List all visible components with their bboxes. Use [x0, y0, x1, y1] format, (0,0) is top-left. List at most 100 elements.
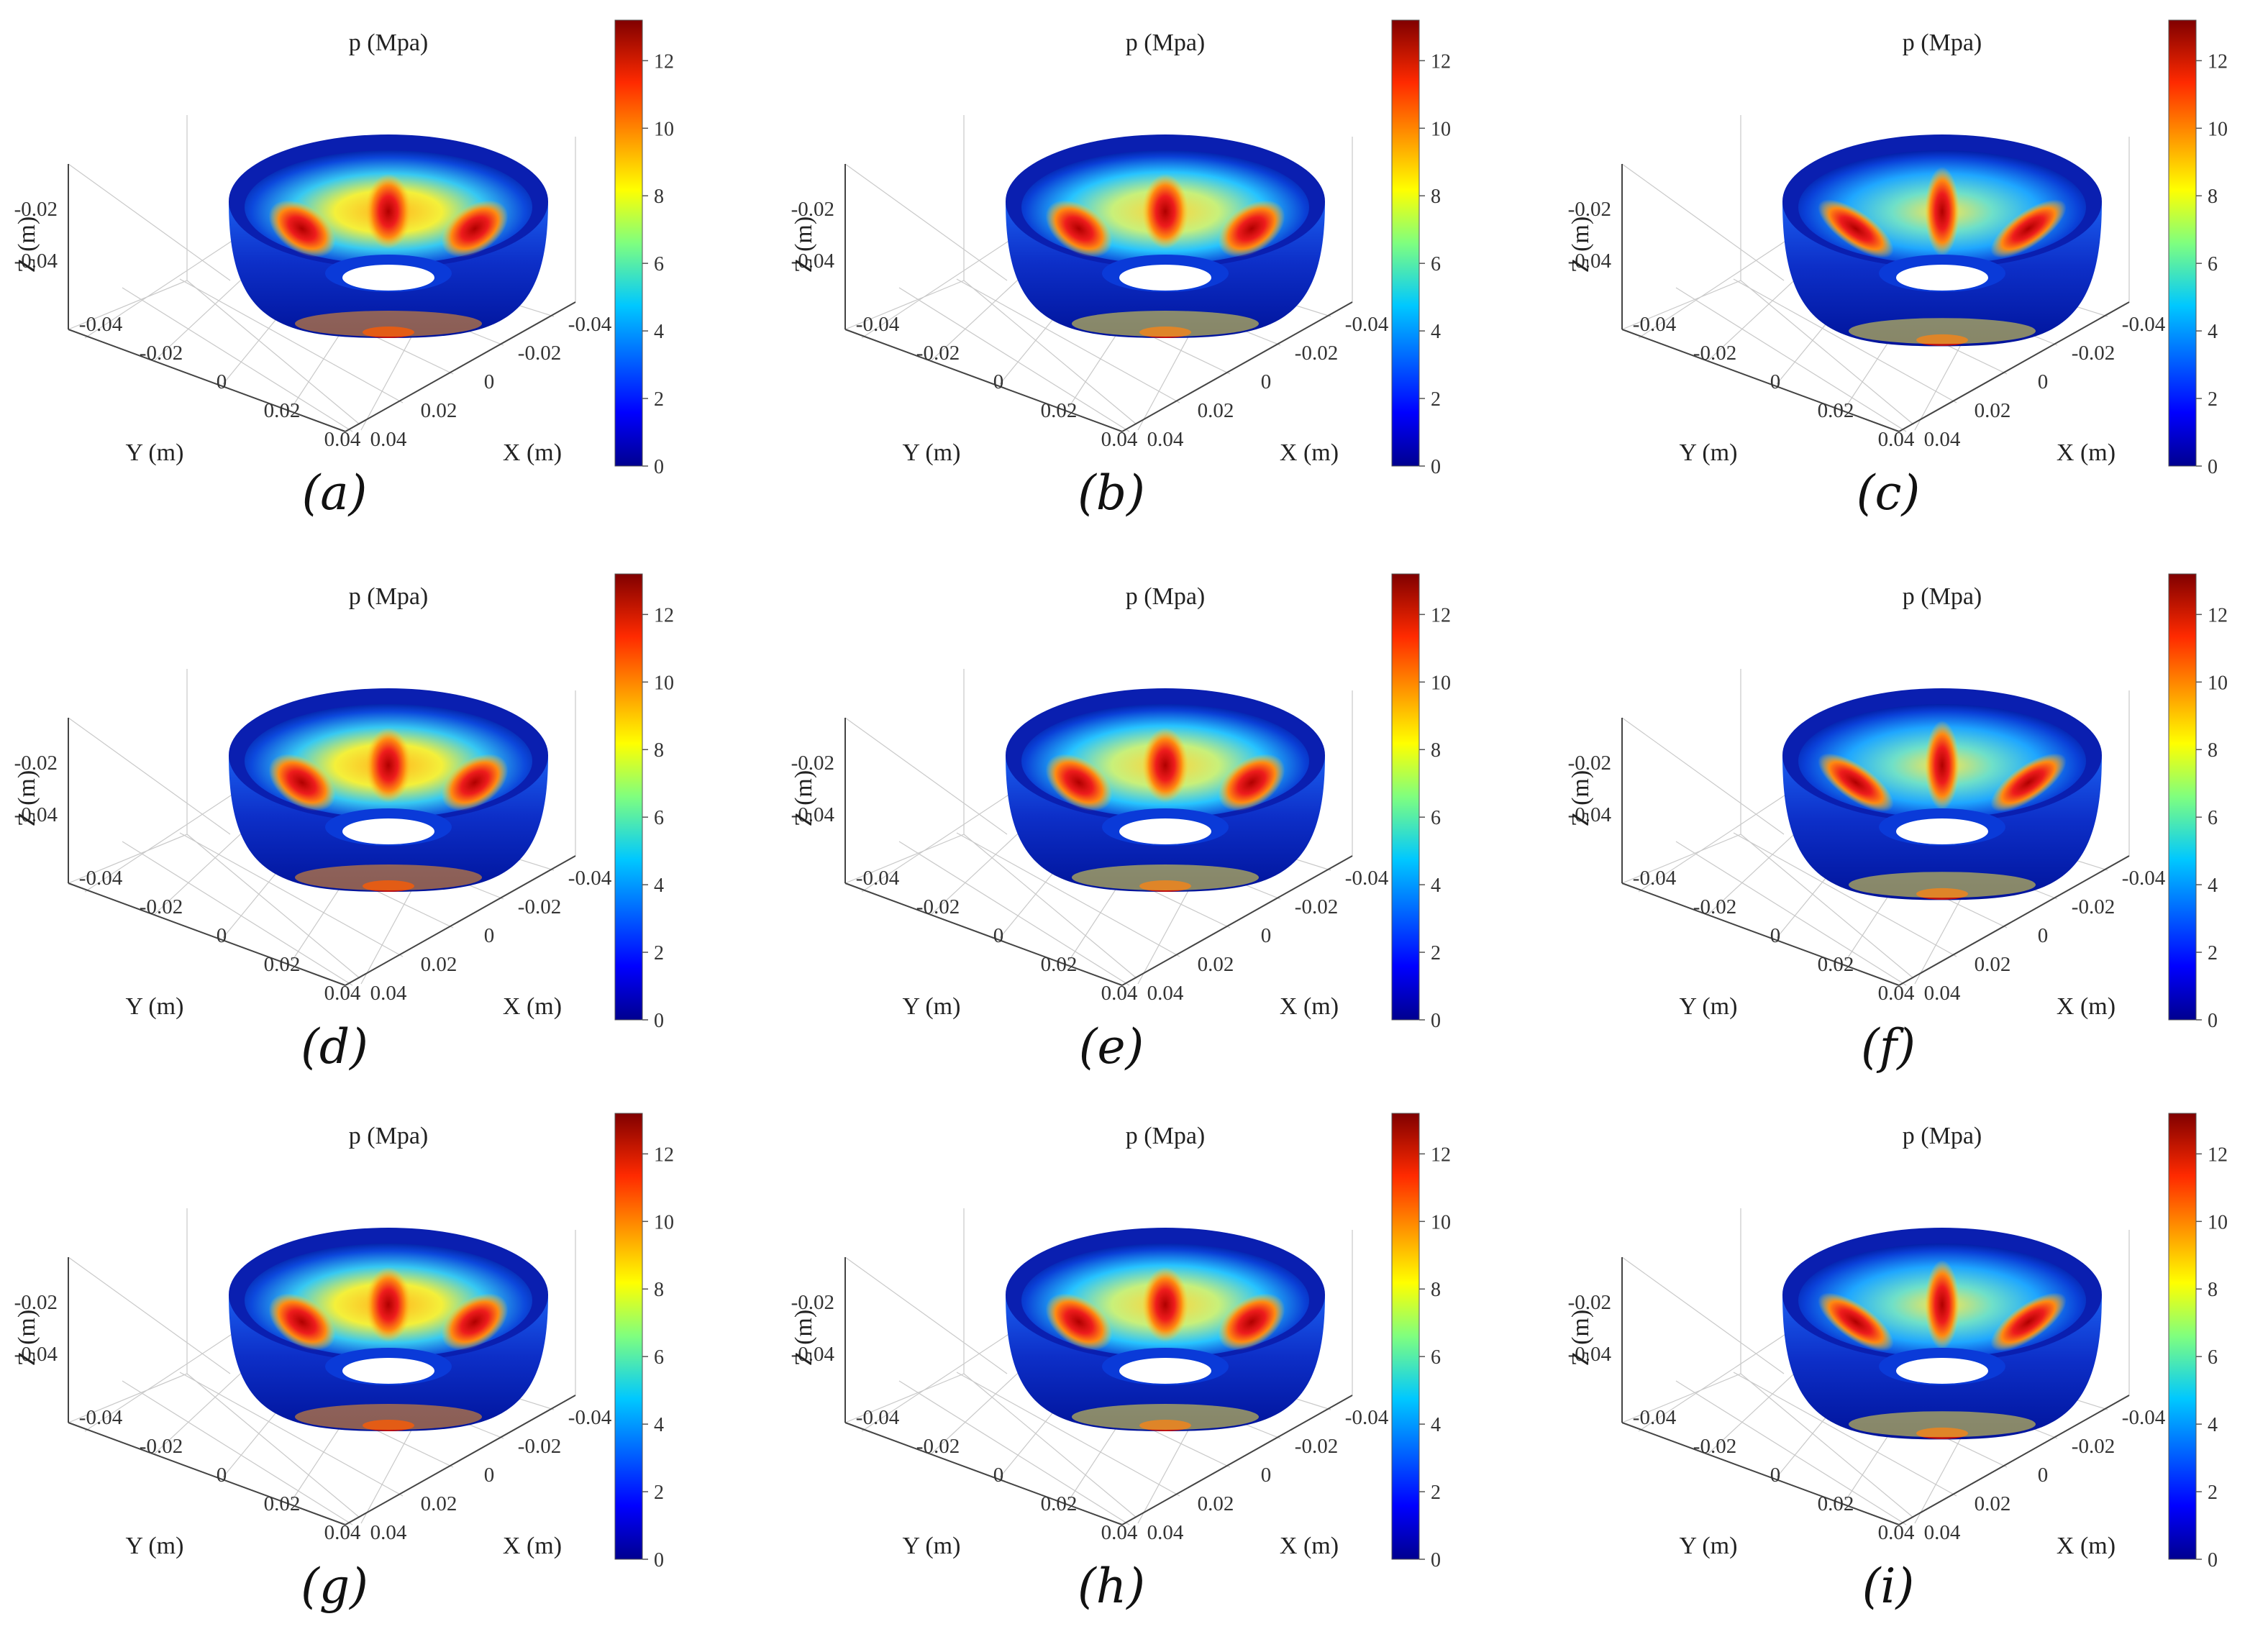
- y-tick-label: -0.04: [79, 867, 123, 890]
- grid-line: [1621, 834, 1741, 884]
- pressure-pad: [1218, 200, 1285, 257]
- z-tick-label: -0.02: [1568, 1291, 1611, 1314]
- colorbar-tick-label: 10: [2208, 118, 2228, 140]
- colorbar-tick-label: 2: [1431, 1482, 1441, 1504]
- x-axis-line: [1898, 855, 2130, 986]
- grid-line: [84, 237, 238, 339]
- colorbar-tick-label: 10: [1431, 1211, 1451, 1233]
- x-tick-label: -0.02: [1295, 342, 1338, 365]
- colorbar-tick-label: 8: [654, 1279, 664, 1301]
- plot-title: p (Mpa): [1903, 1123, 1982, 1149]
- x-axis-line: [1898, 301, 2130, 432]
- x-axis-line: [1121, 301, 1353, 432]
- grid-line: [1733, 832, 1957, 957]
- grid-line: [963, 1373, 1137, 1518]
- z-axis-label: Z (m): [1567, 1310, 1594, 1366]
- x-axis-label: X (m): [503, 439, 562, 466]
- pressure-pad: [365, 728, 411, 803]
- x-tick-label: 0: [1261, 370, 1272, 393]
- colorbar: [1391, 1113, 1420, 1560]
- grid-line: [1621, 717, 1785, 835]
- colorbar-tick-label: 10: [654, 672, 674, 694]
- x-tick-label: -0.04: [568, 867, 612, 890]
- panel-d: p (Mpa) -0.02 -0.04 Z (m) -0.04 -0.02 0 0.02 0.0…: [0, 554, 777, 1100]
- x-tick-label: -0.02: [1295, 895, 1338, 918]
- central-opening: [1896, 818, 1988, 844]
- pressure-pad: [1925, 721, 1959, 810]
- y-axis-line: [844, 1422, 1123, 1525]
- panel-i: p (Mpa) -0.02 -0.04 Z (m) -0.04 -0.02 0 0.02 0.0…: [1554, 1093, 2268, 1640]
- x-tick-label: 0.02: [1198, 399, 1234, 422]
- panel-label: (i): [1862, 1559, 1915, 1614]
- pressure-pad: [1990, 199, 2067, 258]
- x-axis-label: X (m): [2057, 1533, 2116, 1559]
- grid-line: [1621, 1373, 1741, 1423]
- lower-wall-band: [295, 311, 482, 337]
- grid-line: [68, 163, 231, 281]
- pressure-pad: [1925, 1260, 1959, 1349]
- colorbar-tick-label: 8: [654, 739, 664, 762]
- colorbar: [2168, 1113, 2197, 1560]
- grid-line: [1621, 1256, 1785, 1374]
- z-tick-label: -0.04: [14, 803, 58, 826]
- y-axis-label: Y (m): [903, 993, 961, 1020]
- pressure-pad: [1218, 754, 1285, 811]
- colorbar-tick-label: 8: [2208, 1279, 2218, 1301]
- colorbar-tick-label: 6: [654, 807, 664, 829]
- z-tick-label: -0.02: [1568, 198, 1611, 221]
- pressure-pad: [1218, 1293, 1285, 1351]
- lower-wall-band: [1849, 318, 2036, 345]
- colorbar-tick-label: 6: [2208, 253, 2218, 275]
- y-tick-label: 0: [1770, 1464, 1781, 1487]
- colorbar-tick-label: 0: [2208, 1010, 2218, 1032]
- y-tick-label: 0.02: [1818, 399, 1854, 422]
- x-tick-label: 0: [484, 370, 495, 393]
- x-axis-label: X (m): [1280, 1533, 1339, 1559]
- pressure-pad: [268, 1293, 336, 1351]
- z-tick-label: -0.02: [14, 198, 58, 221]
- central-opening: [1119, 818, 1211, 844]
- grid-line: [68, 1373, 188, 1423]
- grid-line: [898, 287, 1130, 432]
- pressure-pad: [441, 200, 509, 257]
- z-axis-label: Z (m): [1567, 216, 1594, 273]
- x-tick-label: 0: [2038, 370, 2049, 393]
- x-axis-line: [345, 1395, 576, 1525]
- colorbar-tick-label: 4: [1431, 321, 1441, 343]
- colorbar-tick-label: 6: [654, 1346, 664, 1369]
- central-opening: [1896, 265, 1988, 291]
- grid-line: [861, 1330, 1015, 1432]
- grid-line: [179, 832, 404, 957]
- colorbar-tick-label: 12: [2208, 604, 2228, 626]
- y-tick-label: -0.02: [1693, 1435, 1736, 1458]
- z-tick-label: -0.02: [1568, 752, 1611, 775]
- surface-plot-f: p (Mpa)-0.02-0.04Z (m)-0.04-0.0200.020.0…: [1567, 573, 2228, 1075]
- colorbar-tick-label: 6: [1431, 807, 1441, 829]
- y-axis-label: Y (m): [1680, 439, 1738, 466]
- lower-wall-band: [295, 1404, 482, 1430]
- z-tick-label: -0.04: [1568, 1343, 1612, 1366]
- lower-wall-band: [1072, 864, 1259, 890]
- grid-line: [68, 717, 231, 835]
- grid-line: [956, 278, 1180, 403]
- z-tick-label: -0.04: [1568, 803, 1612, 826]
- panel-b: p (Mpa) -0.02 -0.04 Z (m) -0.04 -0.02 0 0.02 0.0…: [777, 0, 1554, 547]
- grid-line: [122, 287, 353, 432]
- y-axis-line: [68, 329, 346, 432]
- z-axis-label: Z (m): [791, 770, 817, 826]
- grid-line: [844, 834, 965, 884]
- colorbar-tick-label: 6: [2208, 807, 2218, 829]
- y-tick-label: -0.04: [856, 313, 900, 336]
- grid-line: [861, 790, 1015, 893]
- grid-line: [1675, 287, 1907, 432]
- x-tick-label: 0.02: [1975, 953, 2011, 976]
- x-tick-label: 0.02: [421, 399, 457, 422]
- colorbar-tick-label: 10: [1431, 118, 1451, 140]
- y-tick-label: -0.02: [1693, 342, 1736, 365]
- grid-line: [68, 280, 188, 330]
- plot-title: p (Mpa): [349, 29, 428, 56]
- plot-title: p (Mpa): [1903, 29, 1982, 56]
- x-axis-label: X (m): [1280, 993, 1339, 1020]
- y-axis-label: Y (m): [903, 439, 961, 466]
- colorbar-tick-label: 8: [1431, 1279, 1441, 1301]
